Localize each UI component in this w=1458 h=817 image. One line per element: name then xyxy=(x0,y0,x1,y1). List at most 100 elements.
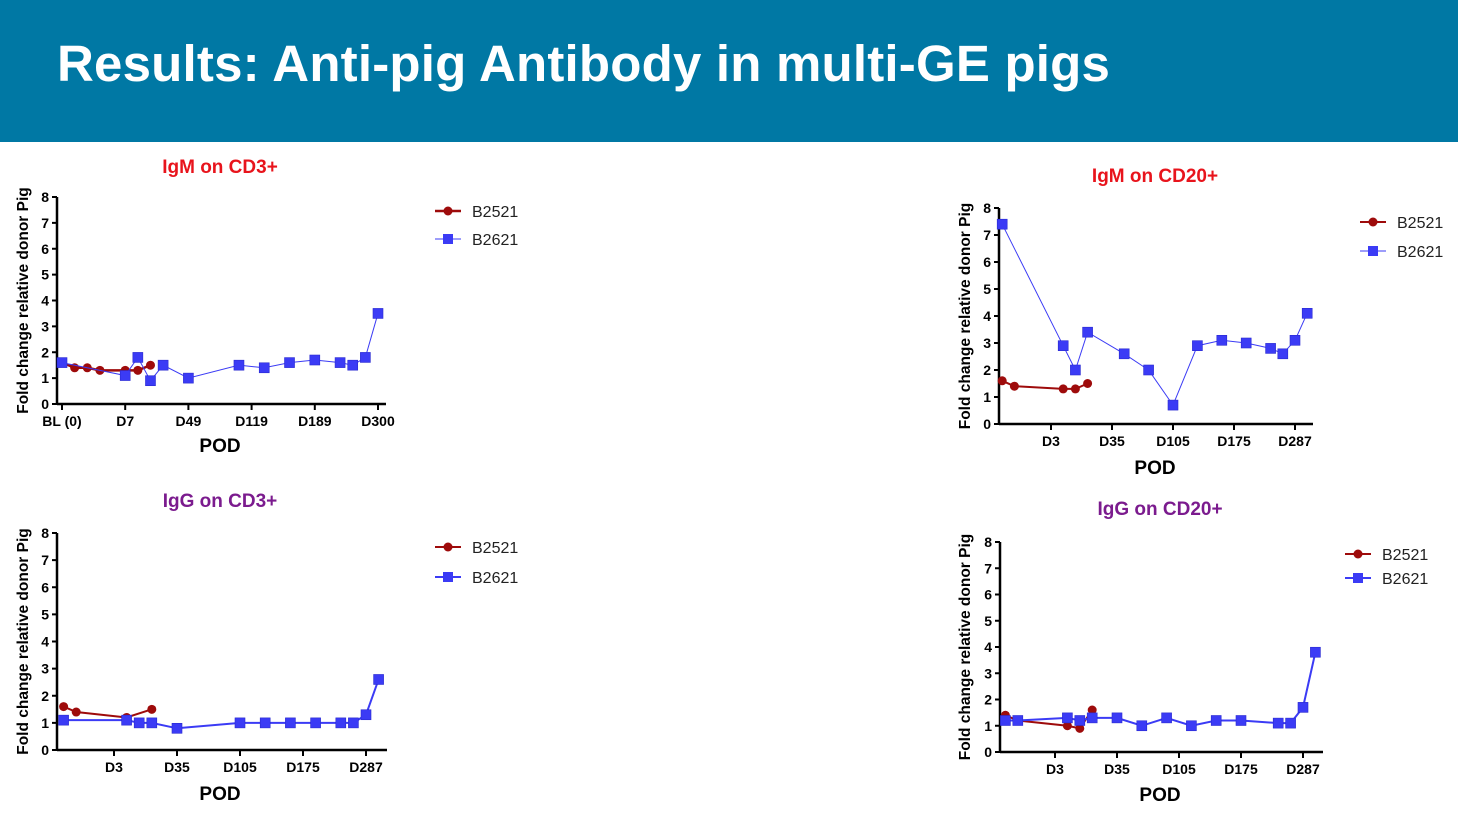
y-tick-label: 4 xyxy=(983,308,991,324)
x-tick-label: D35 xyxy=(164,759,190,775)
data-point-B2621 xyxy=(310,717,321,729)
series-line-B2621 xyxy=(1005,652,1317,727)
legend-label: B2521 xyxy=(1397,215,1443,232)
data-point-B2621 xyxy=(133,717,145,729)
y-tick-label: 4 xyxy=(984,639,992,655)
data-point-B2621 xyxy=(1285,717,1296,729)
data-point-B2621 xyxy=(1082,326,1093,338)
slide-header: Results: Anti-pig Antibody in multi-GE p… xyxy=(0,0,1458,142)
x-tick-label: D105 xyxy=(1162,761,1196,777)
data-point-B2521 xyxy=(1083,379,1093,388)
data-point-B2621 xyxy=(347,359,359,371)
y-tick-label: 0 xyxy=(984,744,992,760)
data-point-B2621 xyxy=(1000,715,1011,726)
data-point-B2621 xyxy=(1289,334,1301,346)
legend-marker xyxy=(1353,573,1363,583)
chart-title: IgG on CD3+ xyxy=(163,491,278,512)
x-axis-label: POD xyxy=(199,784,240,805)
data-point-B2621 xyxy=(372,308,384,319)
data-point-B2621 xyxy=(309,354,321,366)
x-tick-label: D175 xyxy=(286,759,320,775)
legend-label: B2521 xyxy=(472,540,518,557)
y-tick-label: 2 xyxy=(41,344,49,360)
data-point-B2621 xyxy=(1235,715,1247,726)
data-point-B2621 xyxy=(1301,307,1313,319)
data-point-B2621 xyxy=(1277,348,1289,360)
y-tick-label: 4 xyxy=(41,634,49,650)
x-tick-label: D3 xyxy=(1046,761,1064,777)
legend-marker xyxy=(1368,246,1378,256)
legend-label: B2621 xyxy=(1382,571,1428,588)
y-tick-label: 1 xyxy=(41,370,49,386)
x-tick-label: D35 xyxy=(1104,761,1130,777)
data-point-B2521 xyxy=(59,702,69,712)
x-tick-label: D287 xyxy=(1286,761,1320,777)
data-point-B2621 xyxy=(258,362,270,374)
legend-label: B2621 xyxy=(1397,244,1443,261)
legend-label: B2521 xyxy=(1382,547,1428,564)
data-point-B2521 xyxy=(1070,384,1080,394)
x-tick-label: D3 xyxy=(1042,433,1060,449)
x-tick-label: D287 xyxy=(349,759,383,775)
y-tick-label: 8 xyxy=(984,534,992,550)
data-point-B2621 xyxy=(1272,717,1284,729)
chart-title: IgM on CD3+ xyxy=(162,157,278,178)
data-point-B2621 xyxy=(121,714,132,726)
data-point-B2521 xyxy=(133,365,143,375)
x-tick-label: D300 xyxy=(361,413,395,429)
y-tick-label: 0 xyxy=(983,416,991,432)
data-point-B2621 xyxy=(146,717,158,729)
data-point-B2621 xyxy=(259,717,271,729)
y-tick-label: 8 xyxy=(41,189,49,205)
y-tick-label: 1 xyxy=(983,389,991,405)
data-point-B2621 xyxy=(1216,334,1228,346)
y-axis-label: Fold change relative donor Pig xyxy=(957,534,974,761)
y-tick-label: 6 xyxy=(41,241,49,257)
y-tick-label: 0 xyxy=(41,742,49,758)
y-tick-label: 1 xyxy=(41,715,49,731)
series-line-B2521 xyxy=(63,705,153,719)
y-tick-label: 6 xyxy=(41,579,49,595)
data-point-B2621 xyxy=(1240,337,1252,349)
data-point-B2621 xyxy=(1167,399,1179,411)
x-tick-label: D287 xyxy=(1278,433,1312,449)
y-tick-label: 3 xyxy=(41,661,49,677)
y-tick-label: 3 xyxy=(41,318,49,334)
data-point-B2621 xyxy=(1086,712,1098,724)
data-point-B2621 xyxy=(1297,702,1309,713)
data-point-B2621 xyxy=(1118,348,1130,360)
data-point-B2621 xyxy=(1192,340,1203,352)
x-tick-label: D105 xyxy=(223,759,257,775)
y-axis-label: Fold change relative donor Pig xyxy=(15,187,32,414)
data-point-B2621 xyxy=(334,357,346,368)
data-point-B2621 xyxy=(1111,712,1123,724)
y-tick-label: 1 xyxy=(984,718,992,734)
data-point-B2521 xyxy=(1009,381,1019,391)
y-tick-label: 7 xyxy=(984,560,992,576)
legend-marker xyxy=(1368,217,1378,227)
x-tick-label: D175 xyxy=(1217,433,1251,449)
data-point-B2621 xyxy=(1074,715,1086,726)
legend-label: B2521 xyxy=(472,204,518,221)
y-tick-label: 7 xyxy=(41,552,49,568)
series-line-B2621 xyxy=(1001,223,1308,407)
x-tick-label: D119 xyxy=(235,413,268,429)
y-tick-label: 2 xyxy=(983,362,991,378)
chart-title: IgG on CD20+ xyxy=(1097,499,1222,520)
data-point-B2621 xyxy=(56,357,68,368)
data-point-B2621 xyxy=(119,370,131,381)
data-point-B2521 xyxy=(1075,723,1085,733)
data-point-B2621 xyxy=(996,218,1008,230)
y-tick-label: 8 xyxy=(41,525,49,541)
data-point-B2621 xyxy=(171,722,183,734)
data-point-B2621 xyxy=(183,372,194,384)
data-point-B2621 xyxy=(234,717,246,729)
y-tick-label: 5 xyxy=(984,613,992,629)
data-point-B2621 xyxy=(58,714,69,726)
chart-title: IgM on CD20+ xyxy=(1092,166,1218,187)
y-tick-label: 4 xyxy=(41,293,49,309)
legend-marker xyxy=(443,572,453,582)
data-point-B2621 xyxy=(1062,712,1073,724)
data-point-B2621 xyxy=(145,375,156,387)
